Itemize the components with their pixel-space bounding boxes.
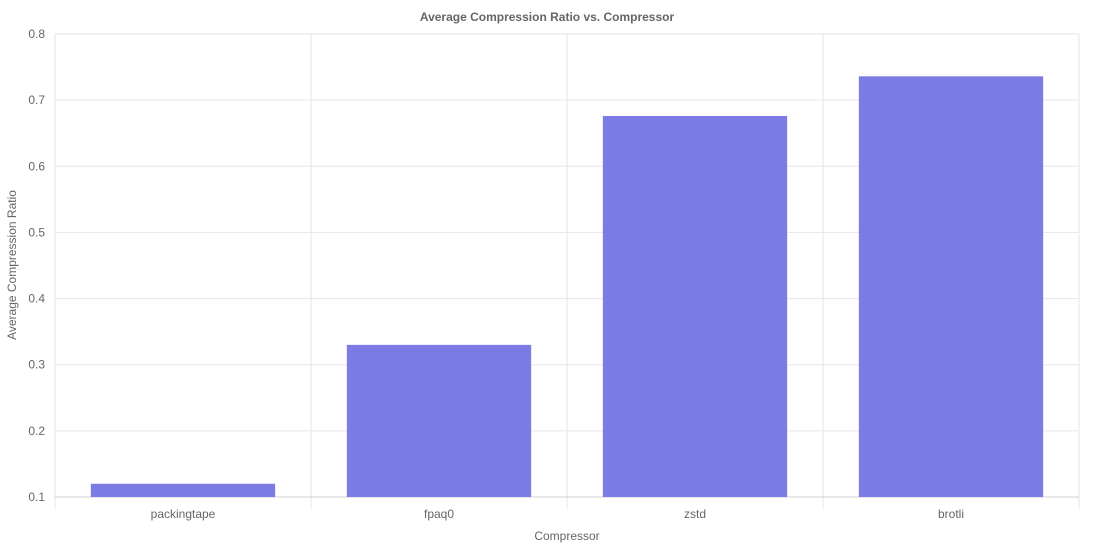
y-tick-label: 0.8 bbox=[28, 27, 45, 41]
bar-brotli bbox=[858, 76, 1044, 498]
y-tick-label: 0.5 bbox=[28, 225, 45, 239]
x-tick-label: packingtape bbox=[151, 507, 216, 521]
x-tick-label: brotli bbox=[938, 507, 964, 521]
y-tick-label: 0.2 bbox=[28, 424, 45, 438]
chart-title: Average Compression Ratio vs. Compressor bbox=[419, 10, 675, 24]
bar-zstd bbox=[602, 116, 788, 497]
x-axis-title: Compressor bbox=[534, 529, 600, 543]
y-tick-label: 0.6 bbox=[28, 159, 45, 173]
y-tick-label: 0.4 bbox=[28, 292, 45, 306]
bar-fpaq0 bbox=[346, 344, 532, 497]
y-tick-label: 0.1 bbox=[28, 490, 45, 504]
bar-packingtape bbox=[90, 483, 276, 497]
x-tick-label: fpaq0 bbox=[424, 507, 454, 521]
y-tick-label: 0.7 bbox=[28, 93, 45, 107]
y-tick-label: 0.3 bbox=[28, 358, 45, 372]
x-tick-label: zstd bbox=[684, 507, 706, 521]
